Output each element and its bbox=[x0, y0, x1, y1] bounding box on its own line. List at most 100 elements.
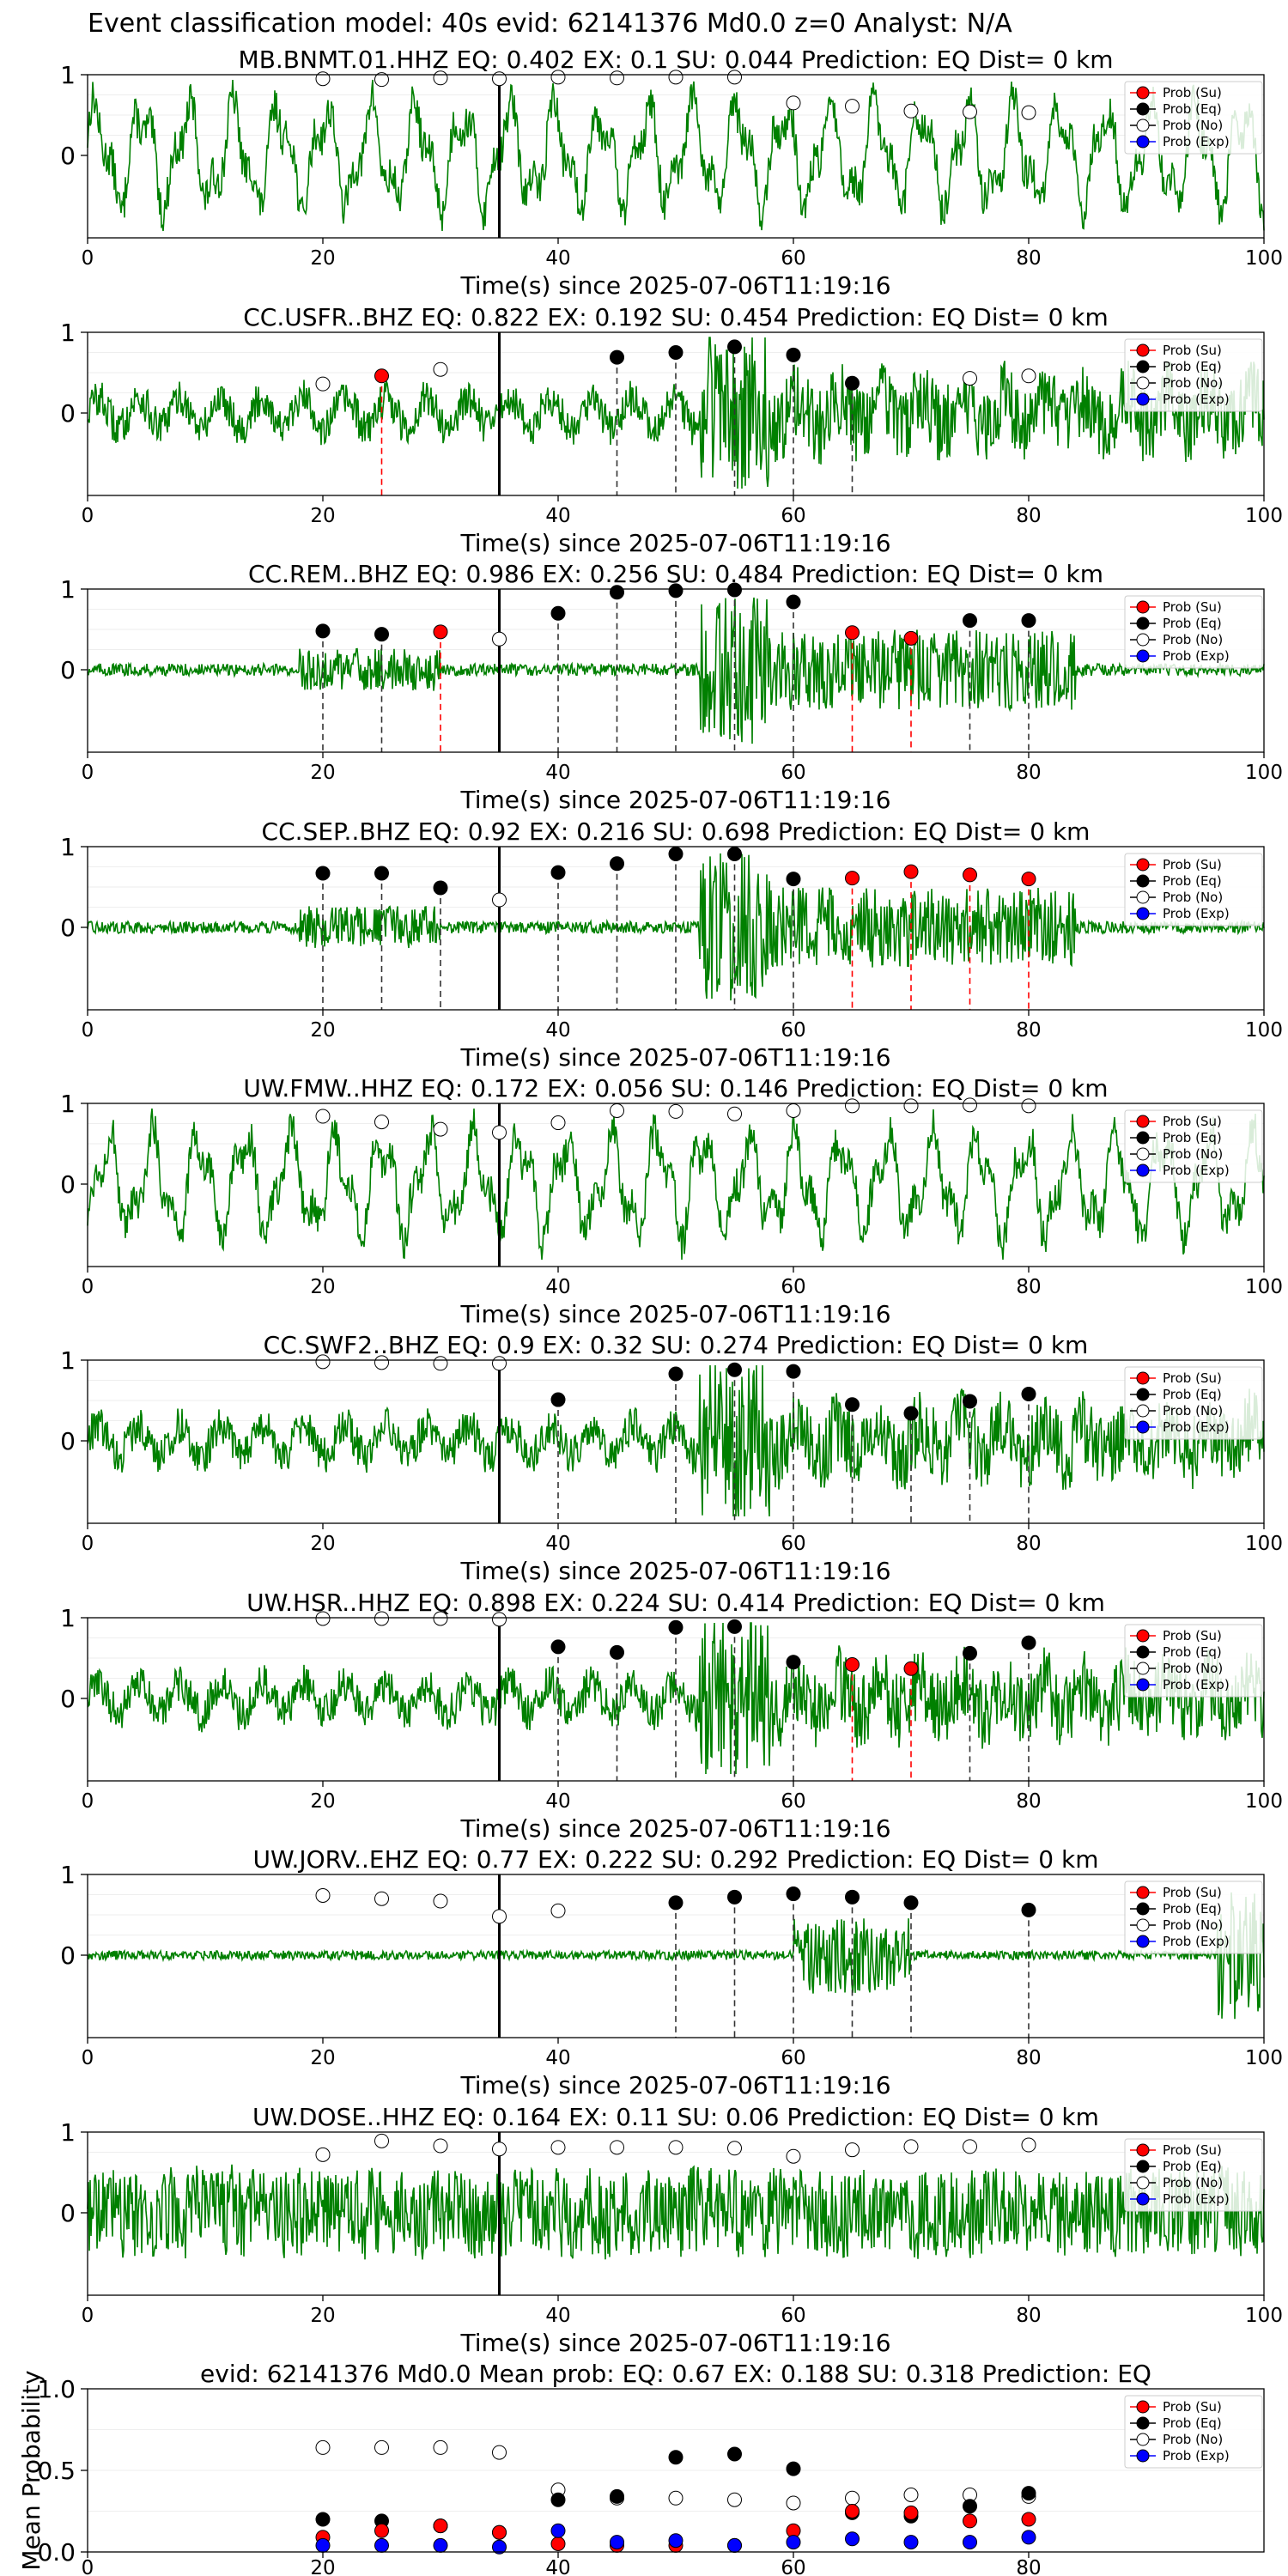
prob-marker bbox=[786, 95, 801, 111]
x-axis-label: Time(s) since 2025-07-06T11:19:16 bbox=[459, 1557, 890, 1585]
mean-prob-point bbox=[903, 2488, 919, 2502]
x-axis-label: Time(s) since 2025-07-06T11:19:16 bbox=[459, 1300, 890, 1328]
prob-marker bbox=[315, 71, 331, 87]
x-tick-label: 80 bbox=[1016, 1790, 1041, 1813]
legend-label: Prob (Su) bbox=[1163, 1628, 1222, 1643]
mean-probability-panel: evid: 62141376 Md0.0 Mean prob: EQ: 0.67… bbox=[17, 2360, 1265, 2576]
prob-marker bbox=[550, 865, 566, 880]
x-axis-label: Time(s) since 2025-07-06T11:19:16 bbox=[459, 271, 890, 300]
legend-marker bbox=[1136, 2160, 1150, 2173]
panel-title: UW.FMW..HHZ EQ: 0.172 EX: 0.056 SU: 0.14… bbox=[243, 1074, 1108, 1103]
prob-marker bbox=[786, 1103, 801, 1118]
panel-title: UW.JORV..EHZ EQ: 0.77 EX: 0.222 SU: 0.29… bbox=[252, 1845, 1098, 1874]
mean-prob-point bbox=[727, 2492, 742, 2507]
legend-frame bbox=[1124, 1880, 1263, 1954]
prob-marker bbox=[433, 2138, 448, 2154]
legend-marker bbox=[1136, 343, 1150, 357]
legend-marker bbox=[1136, 1678, 1150, 1692]
x-axis-label: Time(s) since 2025-07-06T11:19:16 bbox=[459, 2329, 890, 2357]
prob-marker bbox=[433, 1893, 448, 1909]
legend-frame bbox=[1124, 338, 1263, 412]
legend-marker bbox=[1136, 1371, 1150, 1385]
station-panel: UW.DOSE..HHZ EQ: 0.164 EX: 0.11 SU: 0.06… bbox=[60, 2103, 1283, 2357]
mean-prob-point bbox=[315, 2439, 331, 2455]
mean-prob-point bbox=[845, 2504, 860, 2518]
legend-marker bbox=[1136, 600, 1150, 614]
prob-marker bbox=[374, 1355, 389, 1370]
legend: Prob (Su)Prob (Eq)Prob (No)Prob (Exp) bbox=[1124, 853, 1263, 927]
legend-frame bbox=[1124, 81, 1263, 155]
y-tick-label: 1 bbox=[60, 61, 76, 89]
x-tick-label: 0 bbox=[82, 1276, 94, 1298]
legend-marker bbox=[1136, 874, 1150, 888]
y-tick-label: 0 bbox=[60, 914, 76, 942]
prob-marker bbox=[315, 1611, 331, 1626]
legend-label: Prob (Eq) bbox=[1163, 101, 1222, 117]
legend-label: Prob (Exp) bbox=[1163, 1677, 1230, 1692]
legend-label: Prob (Exp) bbox=[1163, 1419, 1230, 1435]
prob-marker bbox=[550, 1903, 566, 1918]
prob-marker bbox=[727, 1619, 742, 1634]
mean-prob-point bbox=[786, 2461, 801, 2476]
prob-marker bbox=[786, 872, 801, 887]
prob-marker bbox=[550, 605, 566, 621]
legend-label: Prob (No) bbox=[1163, 2175, 1223, 2190]
legend-label: Prob (Su) bbox=[1163, 599, 1222, 615]
prob-marker bbox=[1021, 613, 1036, 629]
legend-label: Prob (Exp) bbox=[1163, 906, 1230, 921]
prob-marker bbox=[1021, 368, 1036, 384]
legend-label: Prob (No) bbox=[1163, 890, 1223, 905]
legend-label: Prob (Exp) bbox=[1163, 392, 1230, 407]
x-axis-label: Time(s) since 2025-07-06T11:19:16 bbox=[459, 1814, 890, 1843]
y-tick-label: 1 bbox=[60, 1604, 76, 1632]
prob-marker bbox=[963, 613, 977, 629]
prob-marker bbox=[903, 2139, 919, 2154]
prob-marker bbox=[903, 1098, 919, 1114]
prob-marker bbox=[374, 2133, 389, 2148]
legend-marker bbox=[1136, 890, 1150, 904]
legend-marker bbox=[1136, 2143, 1150, 2157]
x-tick-label: 60 bbox=[781, 1019, 805, 1042]
legend-label: Prob (No) bbox=[1163, 118, 1223, 133]
prob-marker bbox=[610, 70, 624, 86]
prob-marker bbox=[492, 1356, 507, 1371]
prob-marker bbox=[374, 368, 389, 384]
legend-marker bbox=[1136, 360, 1150, 374]
x-tick-label: 40 bbox=[545, 1790, 570, 1813]
mean-prob-point bbox=[903, 2535, 919, 2550]
legend-marker bbox=[1136, 858, 1150, 872]
x-tick-label: 80 bbox=[1016, 1019, 1041, 1042]
x-tick-label: 80 bbox=[1016, 2047, 1041, 2069]
prob-marker bbox=[1021, 1386, 1036, 1401]
legend: Prob (Su)Prob (Eq)Prob (No)Prob (Exp) bbox=[1124, 595, 1263, 669]
prob-marker bbox=[610, 1103, 624, 1118]
station-panel: CC.SWF2..BHZ EQ: 0.9 EX: 0.32 SU: 0.274 … bbox=[60, 1331, 1283, 1585]
legend-marker bbox=[1136, 1935, 1150, 1948]
station-panel: MB.BNMT.01.HHZ EQ: 0.402 EX: 0.1 SU: 0.0… bbox=[60, 46, 1283, 300]
prob-marker bbox=[433, 1356, 448, 1371]
prob-marker bbox=[550, 1115, 566, 1131]
x-tick-label: 0 bbox=[82, 1790, 94, 1813]
prob-marker bbox=[845, 1889, 860, 1905]
legend-marker bbox=[1136, 1131, 1150, 1145]
legend-marker bbox=[1136, 2433, 1150, 2446]
prob-marker bbox=[668, 1619, 683, 1635]
legend-marker bbox=[1136, 907, 1150, 920]
axes-frame bbox=[87, 2131, 1265, 2296]
legend-marker bbox=[1136, 392, 1150, 406]
prob-marker bbox=[963, 371, 977, 386]
x-tick-label: 60 bbox=[781, 2557, 805, 2576]
prob-marker bbox=[668, 1895, 683, 1911]
legend: Prob (Su)Prob (Eq)Prob (No)Prob (Exp) bbox=[1124, 2138, 1263, 2212]
legend-marker bbox=[1136, 617, 1150, 630]
legend-marker bbox=[1136, 1163, 1150, 1177]
legend-frame bbox=[1124, 1366, 1263, 1440]
prob-marker bbox=[433, 70, 448, 86]
x-tick-label: 80 bbox=[1016, 505, 1041, 527]
x-tick-label: 80 bbox=[1016, 2305, 1041, 2327]
panel-title: UW.HSR..HHZ EQ: 0.898 EX: 0.224 SU: 0.41… bbox=[246, 1589, 1105, 1617]
y-axis-label: Mean Probability bbox=[17, 2370, 46, 2570]
mean-prob-point bbox=[492, 2445, 507, 2460]
waveform-trace bbox=[87, 1364, 1265, 1517]
y-tick-label: 1 bbox=[60, 1346, 76, 1375]
